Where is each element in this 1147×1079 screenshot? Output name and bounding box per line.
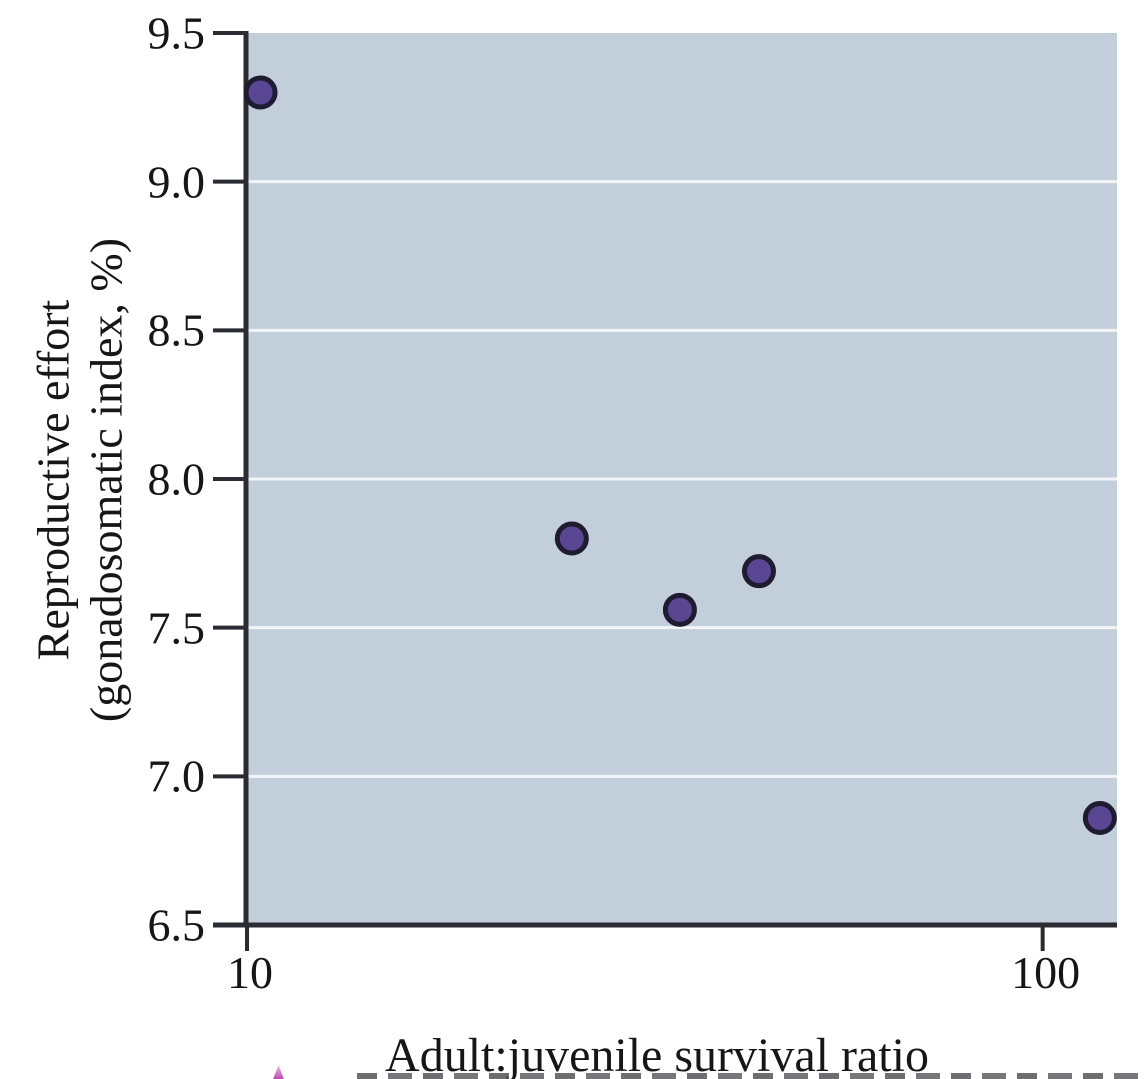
y-tick-label: 6.5 — [147, 899, 206, 951]
cutoff-text-artifact — [357, 1073, 1147, 1079]
x-tick-label: 10 — [227, 947, 273, 998]
data-point — [1082, 800, 1117, 835]
y-axis-title-line2: (gonadosomatic index, %) — [81, 237, 132, 723]
y-tick-label: 8.5 — [147, 304, 206, 356]
data-point — [243, 75, 278, 110]
y-tick-label: 7.5 — [147, 602, 206, 654]
data-point — [741, 554, 776, 589]
data-point — [662, 592, 697, 627]
y-tick-label: 9.0 — [147, 156, 206, 208]
y-axis-title: Reproductive effort (gonadosomatic index… — [27, 238, 134, 722]
data-point — [554, 521, 589, 556]
y-tick-label: 8.0 — [147, 453, 206, 505]
magenta-cursor-artifact — [273, 1065, 284, 1079]
y-tick-label: 7.0 — [147, 750, 206, 802]
x-axis-title: Adult:juvenile survival ratio — [385, 1029, 929, 1079]
y-axis-title-line1: Reproductive effort — [27, 299, 79, 661]
x-tick-label: 100 — [1011, 947, 1081, 998]
y-tick-label: 9.5 — [147, 7, 206, 59]
